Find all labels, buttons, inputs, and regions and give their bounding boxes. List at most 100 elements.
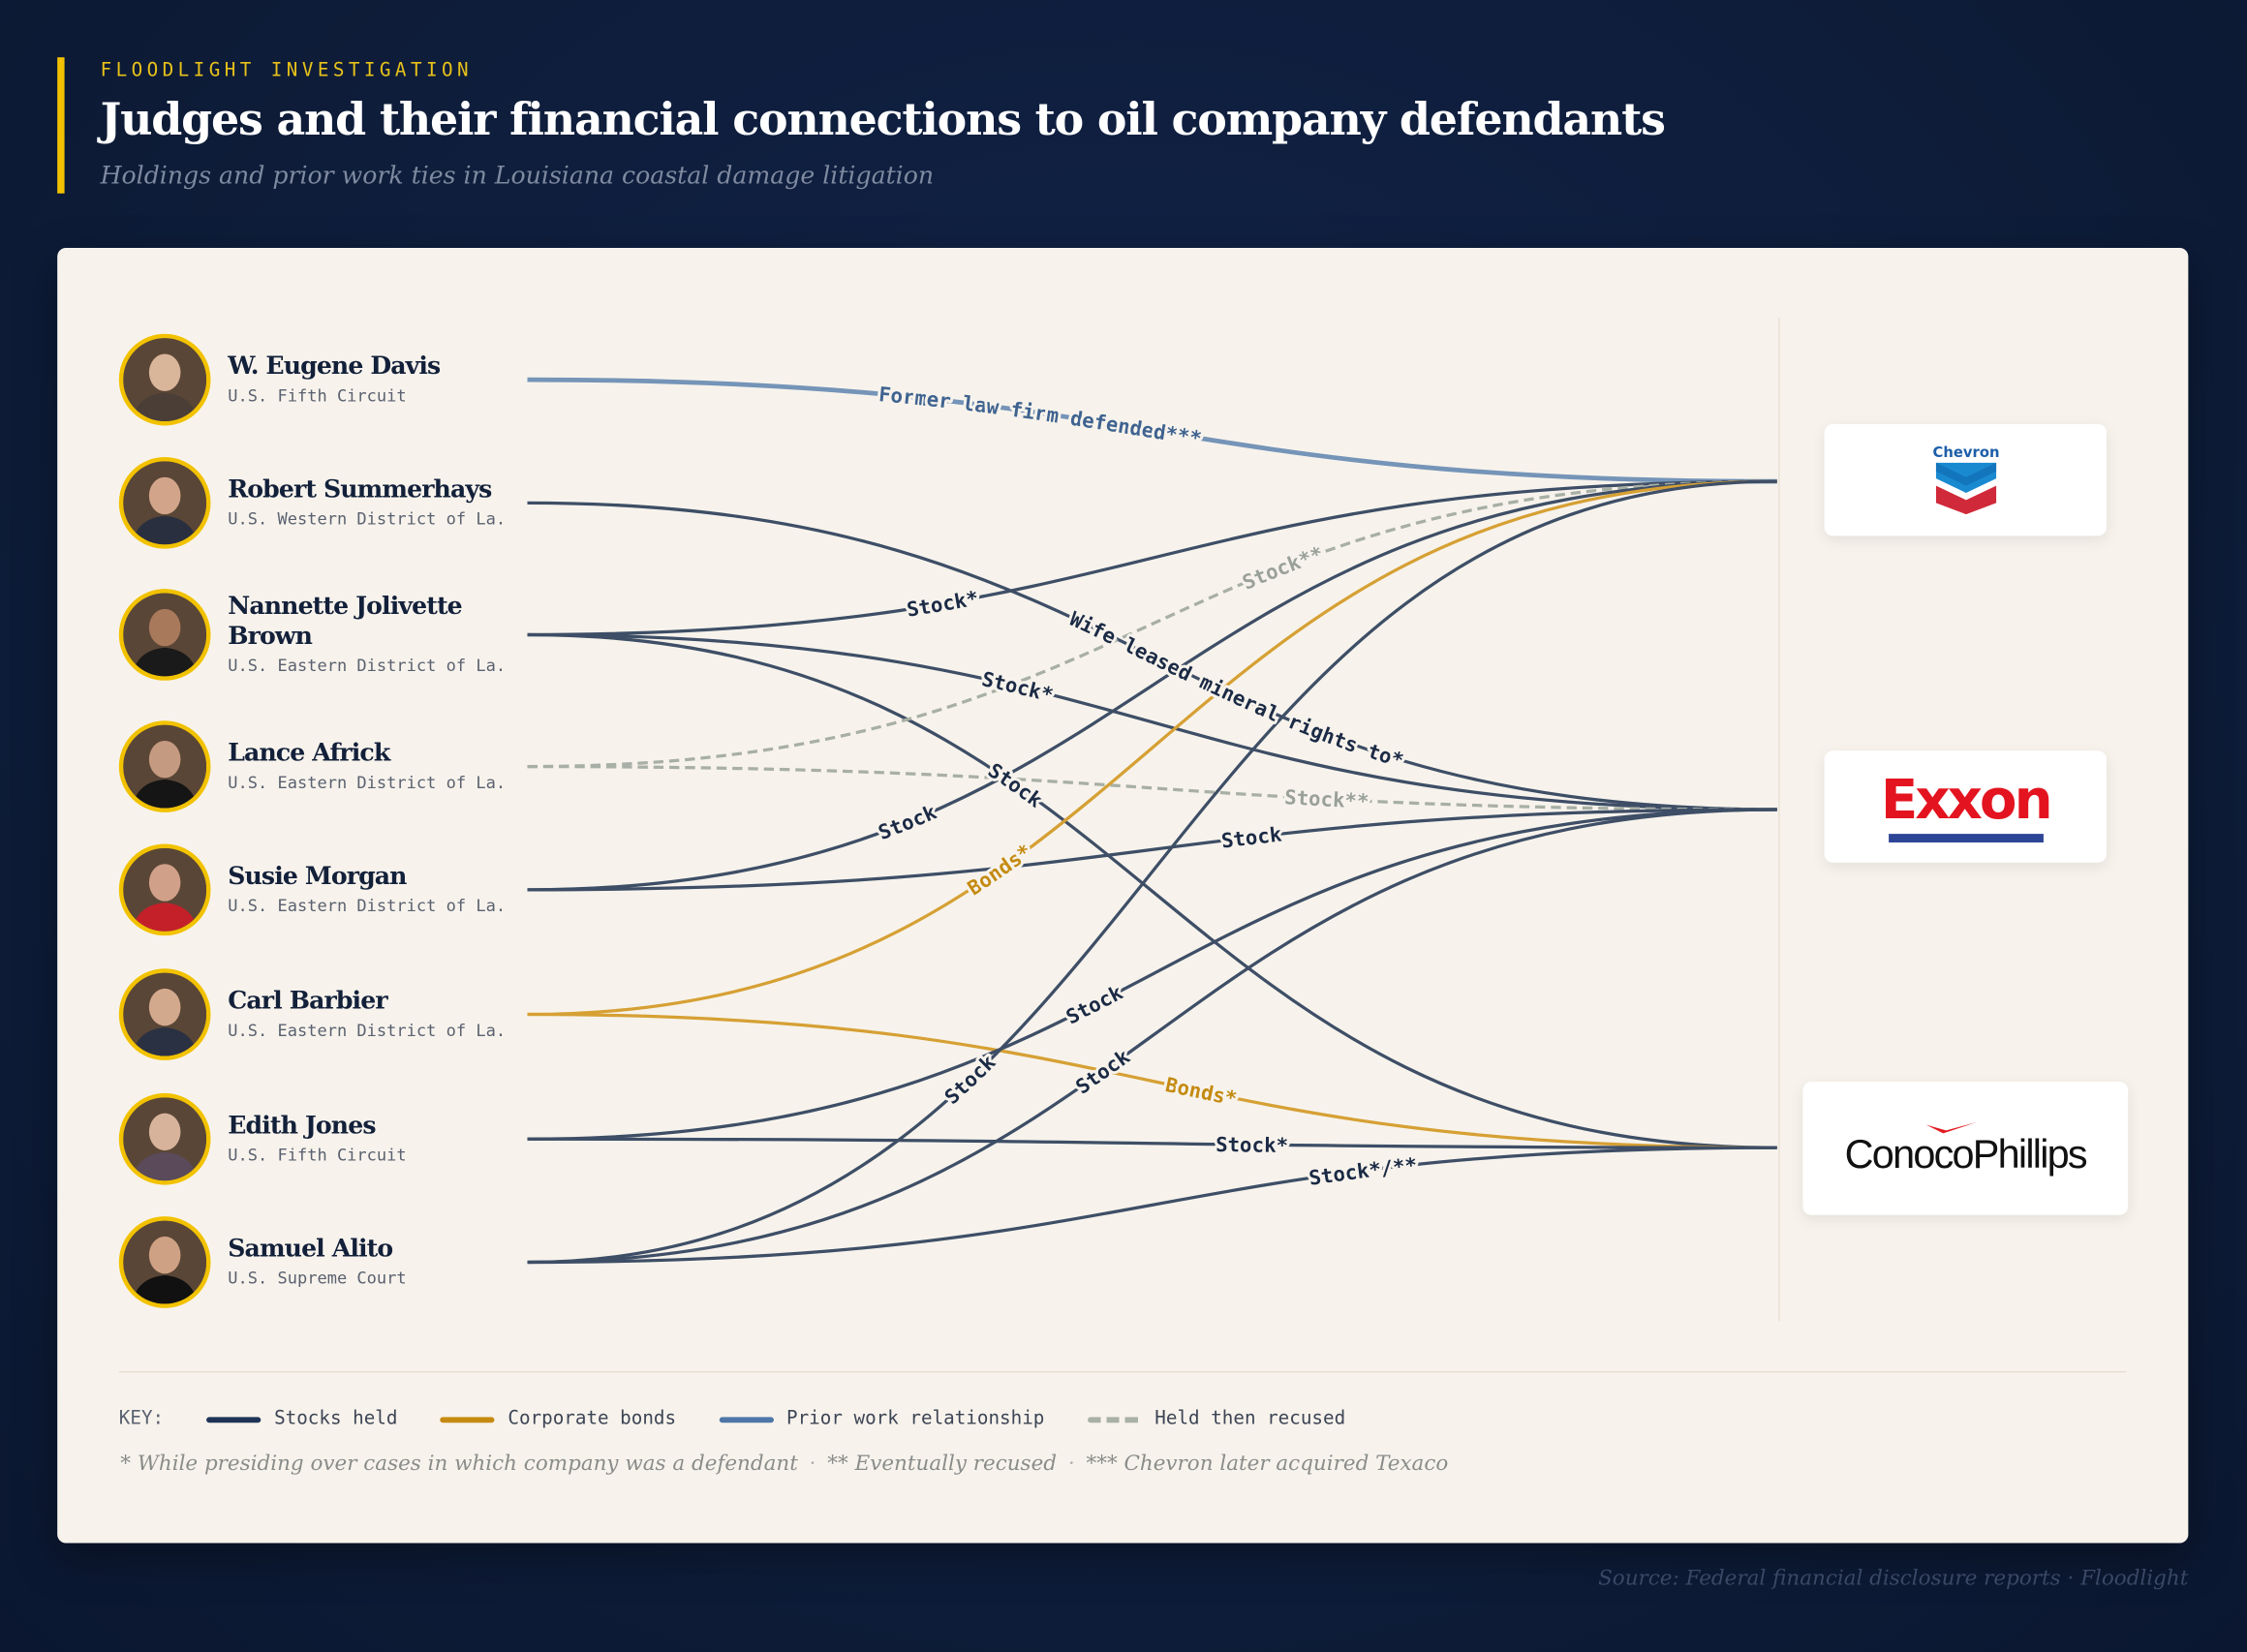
link-label-text: Stock — [938, 1048, 1003, 1113]
link-label-text: Stock — [1217, 819, 1286, 855]
link-label-text: Bonds* — [1160, 1070, 1242, 1114]
link-stock — [527, 1137, 1777, 1149]
judge-avatar — [118, 1092, 211, 1185]
link-label-text: Stock — [1060, 978, 1130, 1032]
judge-item: Lance Africk U.S. Eastern District of La… — [118, 720, 528, 812]
company-conocophillips: ConocoPhillips — [1802, 1082, 2129, 1215]
judge-court: U.S. Eastern District of La. — [228, 772, 507, 793]
judge-avatar — [118, 843, 211, 936]
legend-label: Stocks held — [274, 1408, 398, 1430]
exxon-logo: Exxon — [1880, 768, 2053, 832]
footnote: * While presiding over cases in which co… — [120, 1453, 798, 1476]
link-stock — [527, 632, 1777, 811]
link-label: Stock — [1220, 822, 1283, 852]
link-bonds — [527, 479, 1777, 1017]
link-stock — [527, 808, 1777, 1141]
chevron-logo-text: Chevron — [1932, 444, 1999, 461]
judge-court: U.S. Eastern District of La. — [228, 655, 507, 676]
judge-avatar — [118, 968, 211, 1060]
footnote: ** Eventually recused — [827, 1453, 1057, 1476]
link-stock — [527, 479, 1777, 892]
legend-swatch-bonds — [440, 1416, 496, 1423]
conoco-logo: ConocoPhillips — [1844, 1131, 2088, 1177]
chevron-logo: Chevron — [1932, 444, 1999, 515]
link-stock — [527, 1146, 1777, 1265]
footnotes: * While presiding over cases in which co… — [120, 1453, 1449, 1476]
link-recused — [527, 764, 1777, 811]
legend-label: Corporate bonds — [508, 1408, 677, 1430]
judge-item: Robert Summerhays U.S. Western District … — [118, 456, 528, 549]
accent-bar — [57, 57, 65, 194]
judge-avatar — [118, 720, 211, 812]
legend-swatch-stock — [206, 1416, 262, 1423]
judge-text: Samuel Alito U.S. Supreme Court — [228, 1235, 521, 1289]
exxon-logo-bar — [1888, 834, 2044, 843]
link-label: Stock — [940, 1050, 1000, 1109]
link-label: Former law firm defended*** — [877, 382, 1203, 450]
link-stock — [527, 479, 1777, 637]
judge-name: Nannette Jolivette Brown — [228, 592, 462, 652]
link-recused — [527, 479, 1777, 769]
judge-name: W. Eugene Davis — [228, 352, 441, 382]
judge-text: Robert Summerhays U.S. Western District … — [228, 475, 521, 530]
judge-text: Nannette Jolivette Brown U.S. Eastern Di… — [228, 593, 521, 677]
judge-item: Edith Jones U.S. Fifth Circuit — [118, 1092, 528, 1185]
footnote: *** Chevron later acquired Texaco — [1086, 1453, 1449, 1476]
link-label-text: Stock*/** — [1305, 1150, 1421, 1193]
judge-court: U.S. Fifth Circuit — [228, 1145, 407, 1165]
judge-avatar — [118, 589, 211, 681]
link-stock — [527, 479, 1777, 1265]
judge-text: Carl Barbier U.S. Eastern District of La… — [228, 987, 521, 1041]
judge-item: Nannette Jolivette Brown U.S. Eastern Di… — [118, 589, 528, 681]
link-label: Bonds* — [1163, 1073, 1239, 1111]
judge-name: Carl Barbier — [228, 987, 387, 1017]
legend-label: Held then recused — [1154, 1408, 1346, 1430]
page-subtitle: Holdings and prior work ties in Louisian… — [100, 162, 935, 191]
link-label: Stock** — [1284, 785, 1370, 813]
link-stock — [527, 632, 1777, 1149]
link-stock — [527, 501, 1777, 811]
link-stock — [527, 808, 1777, 892]
judge-court: U.S. Supreme Court — [228, 1268, 407, 1289]
judge-name: Edith Jones — [228, 1112, 376, 1141]
link-stock — [527, 808, 1777, 1265]
page-title: Judges and their financial connections t… — [100, 94, 1666, 146]
judge-name: Samuel Alito — [228, 1235, 393, 1265]
judge-avatar — [118, 333, 211, 426]
link-label: Stock — [1071, 1045, 1134, 1099]
legend: KEY: Stocks held Corporate bonds Prior w… — [119, 1408, 1345, 1429]
judge-text: Edith Jones U.S. Fifth Circuit — [228, 1112, 521, 1166]
link-label-text: Stock* — [1213, 1130, 1291, 1160]
kicker: FLOODLIGHT INVESTIGATION — [100, 60, 474, 82]
judge-court: U.S. Fifth Circuit — [228, 385, 407, 406]
link-label: Stock — [1062, 981, 1127, 1029]
legend-swatch-prior — [719, 1416, 774, 1423]
company-chevron: Chevron — [1824, 423, 2108, 536]
judge-text: Susie Morgan U.S. Eastern District of La… — [228, 863, 521, 917]
judge-court: U.S. Western District of La. — [228, 508, 507, 529]
link-label: Stock*/** — [1308, 1153, 1418, 1190]
link-label-text: Stock* — [903, 583, 984, 624]
legend-label: Prior work relationship — [786, 1408, 1045, 1430]
link-label-text: Stock — [1068, 1042, 1137, 1102]
source-credit: Source: Federal financial disclosure rep… — [1598, 1567, 2189, 1591]
link-prior — [527, 377, 1777, 484]
judge-avatar — [118, 1216, 211, 1308]
judge-name: Susie Morgan — [228, 862, 407, 892]
company-exxon: Exxon — [1824, 750, 2108, 863]
judge-text: Lance Africk U.S. Eastern District of La… — [228, 739, 521, 793]
column-divider — [1778, 318, 1780, 1322]
link-bonds — [527, 1012, 1777, 1149]
judge-court: U.S. Eastern District of La. — [228, 1020, 507, 1041]
link-label-text: Former law firm defended*** — [875, 380, 1206, 453]
legend-title: KEY: — [118, 1408, 165, 1430]
judge-court: U.S. Eastern District of La. — [228, 895, 507, 916]
link-label-text: Stock — [981, 755, 1050, 815]
link-label-text: Stock** — [1281, 782, 1372, 816]
judge-text: W. Eugene Davis U.S. Fifth Circuit — [228, 352, 521, 407]
link-label: Stock — [876, 800, 940, 844]
judge-item: W. Eugene Davis U.S. Fifth Circuit — [118, 333, 528, 426]
judge-item: Samuel Alito U.S. Supreme Court — [118, 1216, 528, 1308]
